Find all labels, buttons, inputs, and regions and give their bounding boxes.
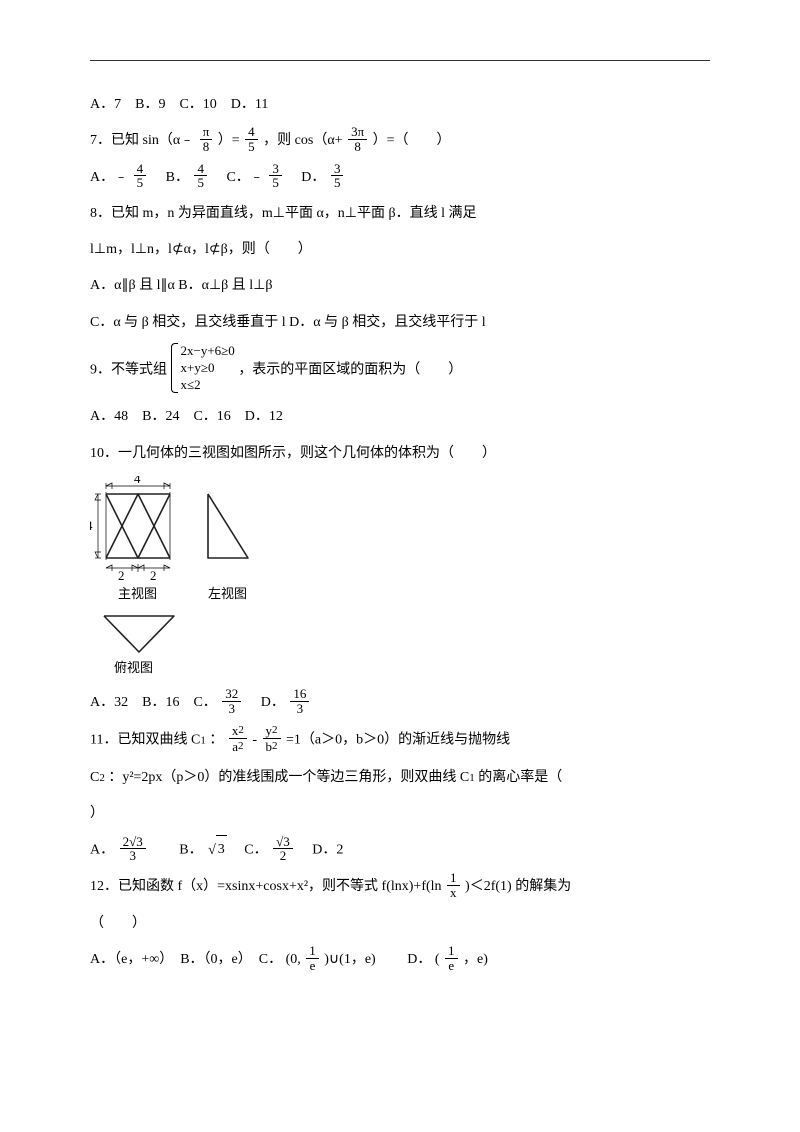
q12-l2: （ ） xyxy=(90,910,710,938)
q10-optD-frac: 163 xyxy=(290,687,309,715)
top-rule xyxy=(90,60,710,61)
q9-options: A．48 B．24 C．16 D．12 xyxy=(90,403,710,431)
q7-optC-pre: C．﹣ xyxy=(212,170,263,185)
q12-optC-b: )∪(1，e) xyxy=(324,952,375,967)
q7-tail: ）=（ ） xyxy=(373,133,451,148)
dim-2a: 2 xyxy=(118,568,125,583)
q11-options: A． 2√33 B． 3 C． √32 D．2 xyxy=(90,836,710,865)
q8-l1-text: 8．已知 m，n 为异面直线，m⊥平面 α，n⊥平面 β．直线 l 满足 xyxy=(90,206,477,221)
q8-l4: C．α 与 β 相交，且交线垂直于 l D．α 与 β 相交，且交线平行于 l xyxy=(90,309,710,337)
dim-2b: 2 xyxy=(150,568,157,583)
q11-sub1b: 1 xyxy=(469,772,475,784)
q11-l3-text: ） xyxy=(90,806,104,821)
q7-optC-frac: 35 xyxy=(269,162,282,190)
q11-pre: 11．已知双曲线 C xyxy=(90,733,200,748)
q9-stem: 9．不等式组 2x−y+6≥0 x+y≥0 x≤2 ，表示的平面区域的面积为（ … xyxy=(90,345,710,396)
q11-optB-pre: B． xyxy=(151,843,202,858)
q7-mid1: ）= xyxy=(218,133,240,148)
q12-optD-frac: 1e xyxy=(445,944,458,972)
q11-optC-frac: √32 xyxy=(273,835,293,863)
q12-expr-tail: )＜2f(1) xyxy=(465,880,512,895)
q12-options: A．（e，+∞） B．（0，e） C． (0, 1e )∪(1，e) D． ( … xyxy=(90,946,710,974)
q10-optD-pre: D． xyxy=(247,695,285,710)
q7-stem: 7．已知 sin（α﹣ π8 ）= 45 ，则 cos（α+ 3π8 ）=（ ） xyxy=(90,127,710,155)
q8-l3-text: A．α∥β 且 l∥α B．α⊥β 且 l⊥β xyxy=(90,278,273,293)
q11-mid1: ： xyxy=(209,733,223,748)
q11-sub2: 2 xyxy=(99,772,105,784)
q9-opts-text: A．48 B．24 C．16 D．12 xyxy=(90,409,283,424)
q7-optB-frac: 45 xyxy=(194,162,207,190)
label-top: 俯视图 xyxy=(114,660,153,675)
q12-optD-b: ，e) xyxy=(463,952,488,967)
q7-frac3: 3π8 xyxy=(348,125,367,153)
q7-optA-frac: 45 xyxy=(134,162,147,190)
label-main: 主视图 xyxy=(118,586,157,601)
q7-frac1: π8 xyxy=(200,125,213,153)
q10-figure: 4 4 xyxy=(90,476,710,681)
q7-pre: 7．已知 sin（α﹣ xyxy=(90,133,194,148)
q7-optB-pre: B． xyxy=(152,170,189,185)
q12-post: 的解集为 xyxy=(515,880,571,895)
q11-optA-frac: 2√33 xyxy=(120,835,146,863)
q12-optC-a: (0, xyxy=(286,952,305,967)
q7-options: A．﹣ 45 B． 45 C．﹣ 35 D． 35 xyxy=(90,164,710,192)
q12-l2-text: （ ） xyxy=(90,916,146,931)
q10-stem: 10．一几何体的三视图如图所示，则这个几何体的体积为（ ） xyxy=(90,440,710,468)
q7-frac2: 45 xyxy=(245,125,258,153)
q11-mid2: =1（a＞0，b＞0）的渐近线与抛物线 xyxy=(286,733,510,748)
q11-frac-y2b2: y2 b2 xyxy=(263,723,281,754)
q11-l1: 11．已知双曲线 C1 ： x2 a2 - y2 b2 =1（a＞0，b＞0）的… xyxy=(90,725,710,756)
q6-options-text: A．7 B．9 C．10 D．11 xyxy=(90,97,268,112)
q12-pre: 12．已知函数 f（x）=xsinx+cosx+x²，则不等式 xyxy=(90,880,378,895)
dim-4-top: 4 xyxy=(134,476,141,486)
q7-optD-frac: 35 xyxy=(331,162,344,190)
q9-post: ，表示的平面区域的面积为（ ） xyxy=(238,362,462,377)
q8-l2-text: l⊥m，l⊥n，l⊄α，l⊄β，则（ ） xyxy=(90,242,312,257)
q11-optD: D．2 xyxy=(298,843,343,858)
q9-pre: 9．不等式组 xyxy=(90,362,167,377)
q11-l2-pre: C xyxy=(90,770,99,785)
label-left: 左视图 xyxy=(208,586,247,601)
q12-expr-frac: 1x xyxy=(447,871,460,899)
q8-l3: A．α∥β 且 l∥α B．α⊥β 且 l⊥β xyxy=(90,272,710,300)
q10-optC-frac: 323 xyxy=(222,687,241,715)
q11-sub1: 1 xyxy=(200,735,206,747)
q11-optA-pre: A． xyxy=(90,843,114,858)
q9-r3: x≤2 xyxy=(181,377,235,394)
q9-r2: x+y≥0 xyxy=(181,360,235,377)
q8-l4-text: C．α 与 β 相交，且交线垂直于 l D．α 与 β 相交，且交线平行于 l xyxy=(90,315,486,330)
q10-options: A．32 B．16 C． 323 D． 163 xyxy=(90,689,710,717)
q11-l2: C2 ：y²=2px（p＞0）的准线围成一个等边三角形，则双曲线 C1 的离心率… xyxy=(90,764,710,792)
q12-optAB: A．（e，+∞） B．（0，e） C． xyxy=(90,952,282,967)
q11-frac-x2a2: x2 a2 xyxy=(229,723,247,754)
q11-l2-mid: ：y²=2px（p＞0）的准线围成一个等边三角形，则双曲线 C xyxy=(108,770,469,785)
q12-optC-frac1: 1e xyxy=(306,944,319,972)
q12-optD-a: ( xyxy=(435,952,440,967)
dim-4-left: 4 xyxy=(90,518,93,533)
q7-mid2: ，则 cos（α+ xyxy=(263,133,342,148)
q12-expr: f(lnx)+f(ln xyxy=(382,880,442,895)
q12-optD-pre: D． xyxy=(379,952,431,967)
q8-l1: 8．已知 m，n 为异面直线，m⊥平面 α，n⊥平面 β．直线 l 满足 xyxy=(90,200,710,228)
q8-l2: l⊥m，l⊥n，l⊄α，l⊄β，则（ ） xyxy=(90,236,710,264)
three-views-svg: 4 4 xyxy=(90,476,310,676)
q11-l3: ） xyxy=(90,800,710,828)
q7-optA-pre: A．﹣ xyxy=(90,170,128,185)
q6-options: A．7 B．9 C．10 D．11 xyxy=(90,91,710,119)
q10-optAB: A．32 B．16 C． xyxy=(90,695,217,710)
q11-optB-sqrt: 3 xyxy=(206,836,227,865)
q11-l2-tail: 的离心率是（ xyxy=(478,770,562,785)
q9-r1: 2x−y+6≥0 xyxy=(181,343,235,360)
q7-optD-pre: D． xyxy=(287,170,325,185)
q12-l1: 12．已知函数 f（x）=xsinx+cosx+x²，则不等式 f(lnx)+f… xyxy=(90,873,710,901)
q10-stem-text: 10．一几何体的三视图如图所示，则这个几何体的体积为（ ） xyxy=(90,446,496,461)
q11-dash: - xyxy=(252,733,257,748)
q11-optC-pre: C． xyxy=(230,843,267,858)
q9-cases: 2x−y+6≥0 x+y≥0 x≤2 xyxy=(171,343,235,394)
